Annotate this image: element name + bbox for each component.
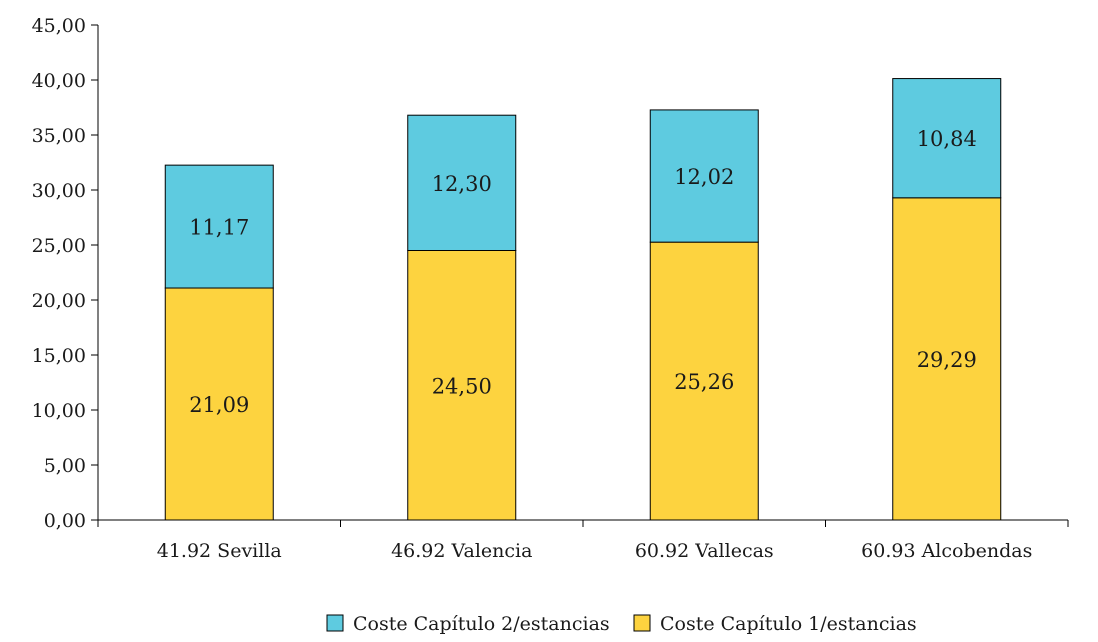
y-tick-label: 20,00 <box>32 290 86 312</box>
y-tick-label: 10,00 <box>32 400 86 422</box>
bar-segment <box>892 78 1002 199</box>
y-axis: 0,00 5,00 10,00 15,00 20,00 25,00 30,00 35,00 40… <box>32 15 99 532</box>
y-tick-label: 40,00 <box>32 70 86 92</box>
x-category-label: 46.92 Valencia <box>391 540 532 562</box>
bar-segment <box>649 109 759 243</box>
y-tick-label: 30,00 <box>32 180 86 202</box>
bar-value-label: 12,02 <box>674 165 734 189</box>
bar-value-label: 25,26 <box>674 370 734 394</box>
bar-value-label: 12,30 <box>432 172 492 196</box>
legend: Coste Capítulo 2/estancias Coste Capítulo… <box>326 613 917 635</box>
bar-segment <box>649 241 759 521</box>
bar-value-label: 21,09 <box>189 393 249 417</box>
legend-label: Coste Capítulo 2/estancias <box>353 613 610 635</box>
bar-value-label: 11,17 <box>189 216 249 240</box>
bar-segment <box>407 250 517 521</box>
y-tick-label: 25,00 <box>32 235 86 257</box>
y-tick-label: 0,00 <box>44 510 86 532</box>
bar-value-label: 24,50 <box>432 374 492 398</box>
legend-label: Coste Capítulo 1/estancias <box>660 613 917 635</box>
x-category-label: 60.93 Alcobendas <box>861 540 1032 562</box>
bars: 21,09 11,17 24,50 12,30 25,26 12,02 29,29 10,84 <box>164 78 1002 521</box>
legend-swatch <box>633 614 651 632</box>
x-category-label: 60.92 Vallecas <box>635 540 774 562</box>
bar-segment <box>407 114 517 251</box>
x-category-label: 41.92 Sevilla <box>157 540 282 562</box>
y-tick-label: 5,00 <box>44 455 86 477</box>
bar-value-label: 10,84 <box>917 127 977 151</box>
legend-swatch <box>326 614 344 632</box>
x-axis: 41.92 Sevilla 46.92 Valencia 60.92 Valleca… <box>97 519 1069 562</box>
y-tick-label: 15,00 <box>32 345 86 367</box>
y-tick-label: 45,00 <box>32 15 86 37</box>
bar-segment <box>164 287 274 521</box>
bar-segment <box>164 164 274 289</box>
y-tick-label: 35,00 <box>32 125 86 147</box>
bar-value-label: 29,29 <box>917 348 977 372</box>
